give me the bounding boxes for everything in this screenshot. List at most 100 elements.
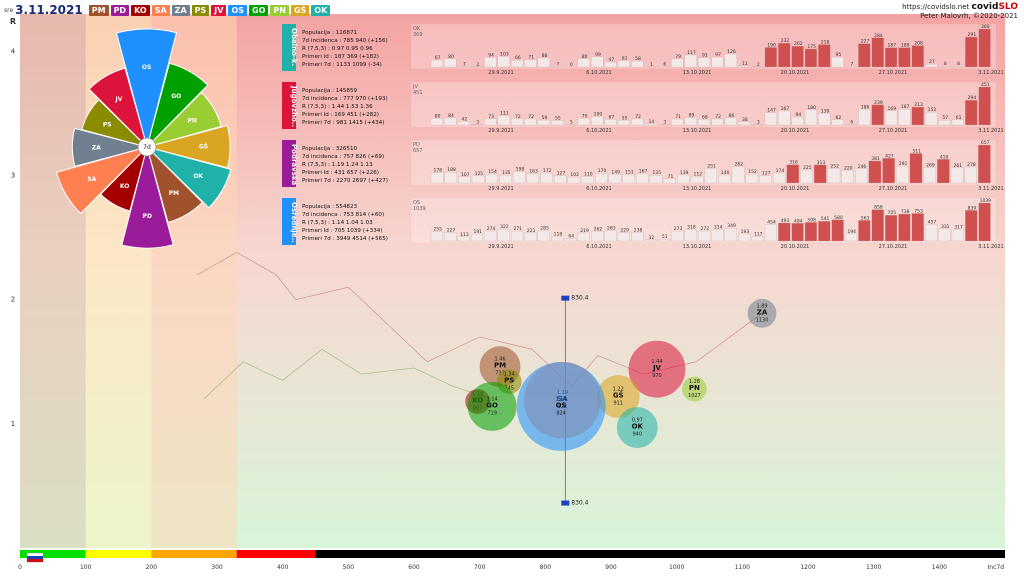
panel-JV-bar-8 [537,119,550,126]
panel-OS-bar-label-24: 117 [754,232,763,238]
panel-OS-bar-33 [871,209,884,242]
panel-PD-bar-label-0: 178 [434,168,443,174]
panel-OK-bar-label-24: 2 [757,62,760,68]
panel-JV-bar-label-37: 152 [928,107,937,113]
panel-OK-bar-36 [911,45,924,68]
y-tick-label-0: 1 [11,420,15,428]
panel-JV-bar-label-3: 3 [476,120,479,126]
panel-OS-bar-label-18: 273 [674,226,683,232]
panel-OS-bar-label-0: 255 [433,227,442,233]
region-button-7[interactable]: OS [228,4,248,16]
panel-OS-bar-20 [697,230,711,242]
panel-JV-bar-label-5: 111 [500,111,509,117]
panel-PD-bar-16 [649,175,663,184]
panel-OK-bar-30 [831,57,844,68]
panel-JV-bar-label-35: 187 [901,104,910,110]
author-credit: Peter Malovrh, ©2020-2021 [920,12,1018,20]
panel-OS-bar-4 [484,230,497,242]
panel-PD-bar-label-5: 135 [502,170,511,176]
panel-OS-bar-0 [430,231,444,242]
region-button-5[interactable]: PS [191,4,210,16]
panel-OS-bar-38 [938,228,951,242]
x-tick-label-7: 700 [474,564,486,571]
panel-OK-bar-32 [858,43,871,68]
header-date: 3.11.2021 [15,3,83,17]
panel-JV-bar-22 [724,117,737,126]
bubble-PN [681,376,707,402]
panel-JV-bar-4 [484,118,497,126]
panel-JV-bar-label-23: 38 [742,117,748,123]
panel-OK-bar-label-36: 208 [914,41,923,47]
panel-PD-bar-25 [772,172,786,184]
panel-PD-bar-label-18: 139 [680,170,689,176]
panel-OK-bar-11 [577,58,590,68]
panel-OS-bar-16 [644,239,657,242]
panel-JV-bar-7 [524,118,537,126]
region-button-8[interactable]: GO [249,4,269,16]
panel-bars-code-PD: PD [413,142,420,148]
panel-JV-bar-label-16: 14 [649,119,655,125]
region-button-9[interactable]: PN [270,4,289,16]
panel-OK-line-0: Populacija : 116871 [302,30,358,36]
panel-OK-bar-18 [671,58,684,68]
panel-OS-bar-15 [631,232,644,242]
panel-OK-bar-40 [965,36,978,68]
panel-PD-bar-label-11: 110 [584,172,593,178]
panel-PD-bar-label-7: 163 [529,169,538,175]
panel-OS-bar-11 [577,232,590,242]
region-button-4[interactable]: ZA [171,4,190,16]
panel-OS-bar-label-36: 753 [914,208,923,214]
panel-PD-bar-label-29: 252 [830,163,839,169]
panel-JV-bar-label-13: 67 [608,114,614,120]
panel-JV-bar-label-4: 73 [488,114,494,120]
panel-OS-bar-label-3: 191 [473,229,482,235]
panel-OS-bar-8 [537,230,550,242]
panel-PD-bar-label-19: 112 [694,172,703,178]
region-button-3[interactable]: SA [151,4,170,16]
rose-slice-PS [81,99,149,148]
bubble-r-JV: 1.44 [651,359,662,365]
panel-JV-bar-34 [884,110,898,126]
region-button-11[interactable]: OK [311,4,331,16]
panel-OK-bar-28 [804,48,818,68]
panel-OK-bar-label-13: 47 [608,57,614,63]
panel-PD-bar-label-16: 135 [652,170,661,176]
panel-OK-bar-25 [764,47,777,68]
panel-JV-bar-label-32: 186 [861,104,870,110]
x-tick-label-10: 1000 [669,564,684,571]
region-button-6[interactable]: JV [211,4,227,16]
panel-OK-bar-label-26: 232 [781,38,790,44]
region-button-0[interactable]: PM [88,4,109,16]
panel-OK-bar-label-37: 27 [929,59,935,65]
incidence-band-2 [151,550,237,558]
x-tick-label-8: 800 [540,564,552,571]
rose-label-PN: PN [188,118,197,125]
region-button-2[interactable]: KO [131,4,150,16]
panel-PD-bar-36 [923,167,936,184]
panel-OK-bar-label-39: 8 [957,61,960,67]
panel-PD-bar-label-13: 149 [611,169,620,175]
site-url[interactable]: https://covidslo.net [902,3,970,11]
panel-OS-bar-24 [751,236,764,242]
panel-OK-bar-6 [510,60,524,68]
panel-OK-bar-1 [444,58,457,68]
x-tick-label-4: 400 [277,564,289,571]
slo-marker-top-label: 830.4 [571,295,588,302]
band-tint-0 [20,14,86,548]
panel-JV-bar-label-31: 6 [850,119,853,125]
panel-OK-bar-label-32: 227 [861,39,870,45]
region-button-10[interactable]: GŠ [290,4,310,16]
panel-OK-bar-label-9: 7 [556,61,559,67]
panel-OS-bar-label-34: 705 [888,210,897,216]
panel-PD-bar-label-37: 410 [940,154,949,160]
panel-OK-bar-label-3: 2 [476,62,479,68]
panel-PD-line-4: Primeri 7d : 2270 2697 (+427) [302,178,388,184]
panel-JV-bar-21 [711,118,724,126]
panel-JV-bar-9 [551,120,564,126]
panel-PD-bar-label-4: 154 [488,169,497,175]
panel-PD-line-3: Primeri Id : 431 657 (+226) [302,170,379,176]
bubble-inc-GŠ: 911 [613,400,623,406]
panel-PD-bar-label-27: 225 [803,165,812,171]
region-button-1[interactable]: PD [110,4,130,16]
